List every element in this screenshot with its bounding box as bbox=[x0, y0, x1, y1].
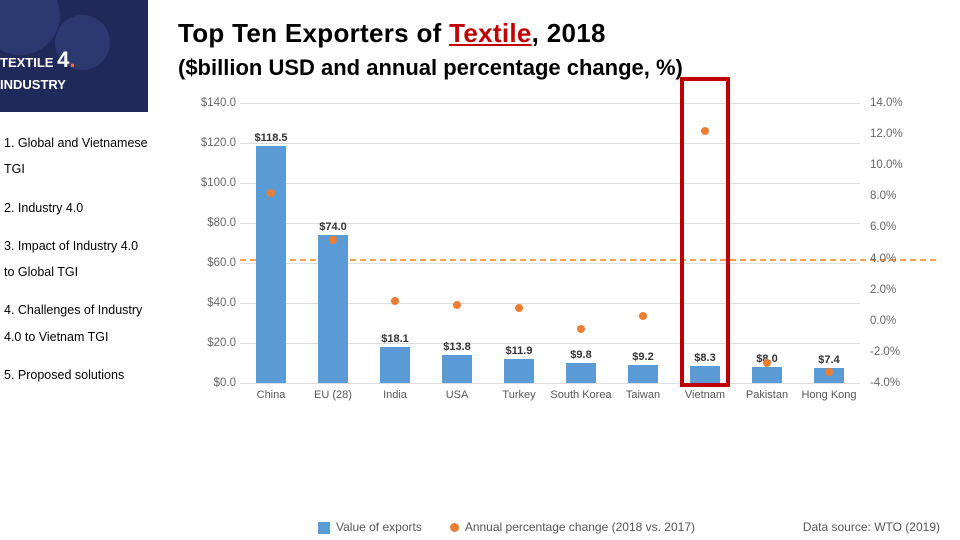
dot-icon bbox=[450, 523, 459, 532]
y2-tick: 0.0% bbox=[870, 315, 896, 327]
y1-tick: $140.0 bbox=[201, 97, 236, 109]
y2-tick: 2.0% bbox=[870, 284, 896, 296]
y1-tick: $100.0 bbox=[201, 177, 236, 189]
y2-tick: 10.0% bbox=[870, 159, 903, 171]
y1-tick: $60.0 bbox=[207, 257, 236, 269]
bar bbox=[380, 347, 410, 383]
category-label: USA bbox=[426, 389, 488, 402]
pct-dot bbox=[391, 297, 399, 305]
y2-tick: -4.0% bbox=[870, 377, 900, 389]
chart-plot: $118.5$74.0$18.1$13.8$11.9$9.8$9.2$8.3$8… bbox=[240, 103, 860, 383]
logo-text: TEXTILE 4. INDUSTRY bbox=[0, 45, 75, 94]
legend-bar: Value of exports bbox=[318, 520, 422, 534]
nav-list: 1. Global and Vietnamese TGI 2. Industry… bbox=[0, 112, 148, 388]
category-label: Hong Kong bbox=[798, 389, 860, 402]
bar-label: $18.1 bbox=[381, 333, 409, 345]
y1-tick: $40.0 bbox=[207, 297, 236, 309]
y1-tick: $80.0 bbox=[207, 217, 236, 229]
y2-tick: 6.0% bbox=[870, 221, 896, 233]
bar-label: $118.5 bbox=[254, 132, 287, 144]
category-label: Turkey bbox=[488, 389, 550, 402]
nav-item[interactable]: 1. Global and Vietnamese TGI bbox=[4, 130, 148, 183]
y2-tick: 14.0% bbox=[870, 97, 903, 109]
bar bbox=[566, 363, 596, 383]
y2-tick: 8.0% bbox=[870, 190, 896, 202]
category-label: Vietnam bbox=[674, 389, 736, 402]
category-label: South Korea bbox=[550, 389, 612, 402]
y1-tick: $0.0 bbox=[214, 377, 236, 389]
bar bbox=[256, 146, 286, 383]
bar bbox=[504, 359, 534, 383]
y1-tick: $20.0 bbox=[207, 337, 236, 349]
category-label: India bbox=[364, 389, 426, 402]
category-label: Taiwan bbox=[612, 389, 674, 402]
highlight-box bbox=[680, 77, 730, 387]
category-label: China bbox=[240, 389, 302, 402]
bar bbox=[318, 235, 348, 383]
bar bbox=[752, 367, 782, 383]
bar-label: $9.2 bbox=[632, 351, 653, 363]
pct-dot bbox=[763, 359, 771, 367]
exporters-chart: $118.5$74.0$18.1$13.8$11.9$9.8$9.2$8.3$8… bbox=[178, 103, 938, 438]
nav-item[interactable]: 5. Proposed solutions bbox=[4, 362, 148, 388]
bar-label: $74.0 bbox=[319, 221, 347, 233]
pct-dot bbox=[329, 236, 337, 244]
category-label: EU (28) bbox=[302, 389, 364, 402]
nav-item[interactable]: 3. Impact of Industry 4.0 to Global TGI bbox=[4, 233, 148, 286]
chart-legend: Value of exports Annual percentage chang… bbox=[148, 520, 960, 534]
legend-dot: Annual percentage change (2018 vs. 2017) bbox=[450, 520, 695, 534]
y2-tick: 4.0% bbox=[870, 253, 896, 265]
y2-tick: 12.0% bbox=[870, 128, 903, 140]
y2-tick: -2.0% bbox=[870, 346, 900, 358]
bar-label: $11.9 bbox=[506, 345, 533, 357]
bar bbox=[628, 365, 658, 383]
bar-label: $9.8 bbox=[570, 349, 591, 361]
bar-icon bbox=[318, 522, 330, 534]
page-title: Top Ten Exporters of Textile, 2018 bbox=[178, 18, 940, 49]
main-content: Top Ten Exporters of Textile, 2018 ($bil… bbox=[148, 0, 960, 540]
pct-dot bbox=[639, 312, 647, 320]
pct-dot bbox=[577, 325, 585, 333]
bar bbox=[442, 355, 472, 383]
pct-dot bbox=[453, 301, 461, 309]
pct-dot bbox=[515, 304, 523, 312]
pct-dot bbox=[267, 189, 275, 197]
sidebar: TEXTILE 4. INDUSTRY 1. Global and Vietna… bbox=[0, 0, 148, 540]
nav-item[interactable]: 4. Challenges of Industry 4.0 to Vietnam… bbox=[4, 297, 148, 350]
page-subtitle: ($billion USD and annual percentage chan… bbox=[178, 55, 940, 81]
bar-label: $13.8 bbox=[443, 341, 471, 353]
y1-tick: $120.0 bbox=[201, 137, 236, 149]
category-label: Pakistan bbox=[736, 389, 798, 402]
data-source: Data source: WTO (2019) bbox=[803, 520, 960, 534]
bar-label: $7.4 bbox=[818, 354, 839, 366]
logo: TEXTILE 4. INDUSTRY bbox=[0, 0, 148, 112]
pct-dot bbox=[825, 368, 833, 376]
nav-item[interactable]: 2. Industry 4.0 bbox=[4, 195, 148, 221]
